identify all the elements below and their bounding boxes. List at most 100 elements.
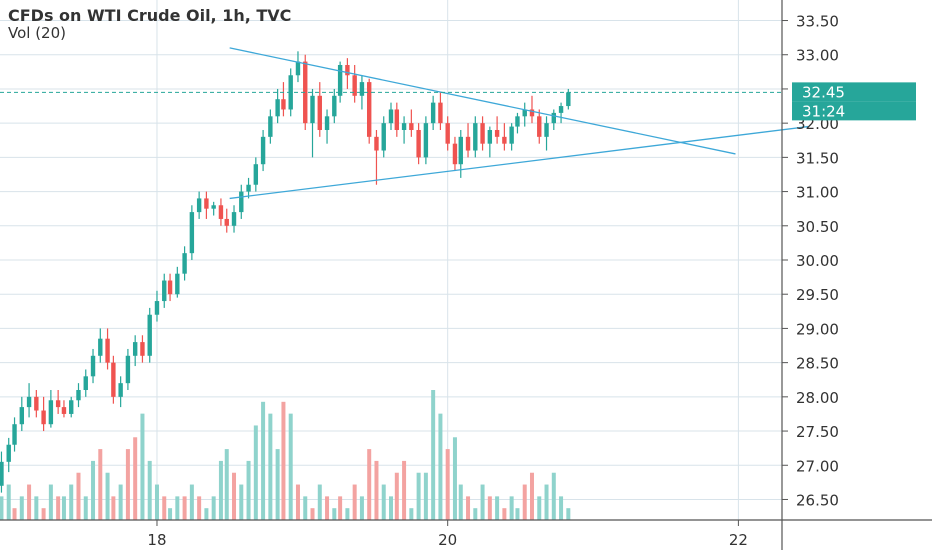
volume-bar	[317, 484, 322, 520]
volume-bar	[480, 484, 485, 520]
candle-body	[253, 164, 259, 185]
volume-bar	[495, 496, 500, 520]
candle-body	[423, 123, 429, 158]
volume-bar	[111, 496, 116, 520]
volume-bar	[438, 413, 443, 520]
volume-bars	[0, 390, 571, 520]
volume-bar	[509, 496, 514, 520]
candle-body	[231, 212, 237, 226]
candle-body	[0, 461, 4, 486]
volume-bar	[12, 508, 17, 520]
volume-bar	[140, 413, 145, 520]
candle-body	[211, 205, 216, 209]
candle-body	[515, 116, 520, 127]
last-price-tag-bg	[792, 82, 916, 102]
volume-bar	[76, 472, 81, 520]
candle-body	[388, 109, 394, 124]
candle-body	[189, 212, 195, 254]
volume-bar	[537, 496, 542, 520]
x-tick-label: 18	[147, 531, 166, 549]
candle-body	[401, 123, 407, 130]
candle-body	[275, 99, 280, 117]
candle-body	[140, 342, 145, 356]
candle-body	[132, 342, 138, 356]
candle-body	[147, 314, 152, 356]
volume-bar	[281, 401, 286, 520]
candle-body	[268, 116, 273, 137]
trendlines[interactable]	[229, 47, 809, 200]
candle-body	[76, 390, 81, 401]
volume-indicator-label[interactable]: Vol (20)	[8, 24, 67, 42]
volume-bar	[551, 472, 556, 520]
candle-body	[295, 61, 301, 76]
volume-bar	[83, 496, 88, 520]
y-tick-label: 26.50	[796, 491, 839, 509]
volume-bar	[197, 496, 202, 520]
volume-bar	[224, 449, 229, 520]
volume-bar	[34, 496, 39, 520]
volume-bar	[91, 460, 96, 520]
candle-body	[310, 95, 315, 124]
volume-bar	[211, 496, 216, 520]
candle-body	[458, 136, 463, 165]
candle-body	[509, 126, 514, 144]
volume-bar	[338, 496, 343, 520]
volume-bar	[487, 496, 492, 520]
candle-body	[416, 130, 421, 158]
candle-body	[452, 143, 458, 165]
volume-bar	[402, 460, 407, 520]
candle-body	[69, 400, 74, 414]
candle-body	[118, 383, 123, 397]
volume-bar	[261, 401, 266, 520]
volume-bar	[56, 496, 61, 520]
candle-body	[61, 407, 67, 414]
grid	[0, 0, 782, 520]
volume-bar	[458, 484, 463, 520]
last-price-tag: 32.45	[802, 83, 845, 101]
volume-bar	[133, 437, 138, 520]
candle-body	[409, 123, 414, 130]
volume-bar	[27, 484, 32, 520]
candle-body	[345, 65, 350, 76]
candle-body	[529, 109, 535, 117]
volume-bar	[147, 460, 152, 520]
volume-bar	[502, 508, 507, 520]
volume-bar	[105, 472, 110, 520]
volume-bar	[189, 484, 194, 520]
candle-body	[204, 198, 209, 209]
volume-bar	[394, 472, 399, 520]
candle-body	[317, 95, 322, 130]
volume-bar	[288, 413, 293, 520]
candle-body	[98, 338, 103, 356]
candle-body	[196, 198, 202, 213]
y-tick-label: 30.50	[796, 218, 839, 236]
volume-bar	[352, 484, 357, 520]
candle-body	[332, 95, 337, 117]
candle-body	[90, 355, 96, 377]
candle-body	[480, 123, 485, 144]
volume-bar	[423, 472, 428, 520]
volume-bar	[416, 472, 421, 520]
candle-body	[430, 102, 436, 124]
candle-body	[218, 205, 224, 219]
candle-body	[175, 273, 180, 295]
candle-body	[167, 280, 173, 295]
countdown-tag-bg	[792, 101, 916, 121]
candle-body	[48, 400, 54, 425]
volume-bar	[381, 484, 386, 520]
candle-body	[55, 400, 61, 408]
volume-bar	[204, 508, 209, 520]
candle-body	[224, 218, 229, 226]
candle-body	[6, 444, 11, 462]
volume-bar	[125, 449, 130, 520]
y-tick-label: 28.00	[796, 389, 839, 407]
price-tags: 32.45 31:24	[792, 82, 916, 121]
x-tick-label: 20	[438, 531, 457, 549]
candle-body	[544, 123, 549, 137]
candle-body	[105, 338, 110, 363]
candle-body	[162, 280, 167, 302]
volume-bar	[566, 508, 571, 520]
y-tick-label: 29.00	[796, 320, 839, 338]
candle-body	[366, 82, 372, 137]
